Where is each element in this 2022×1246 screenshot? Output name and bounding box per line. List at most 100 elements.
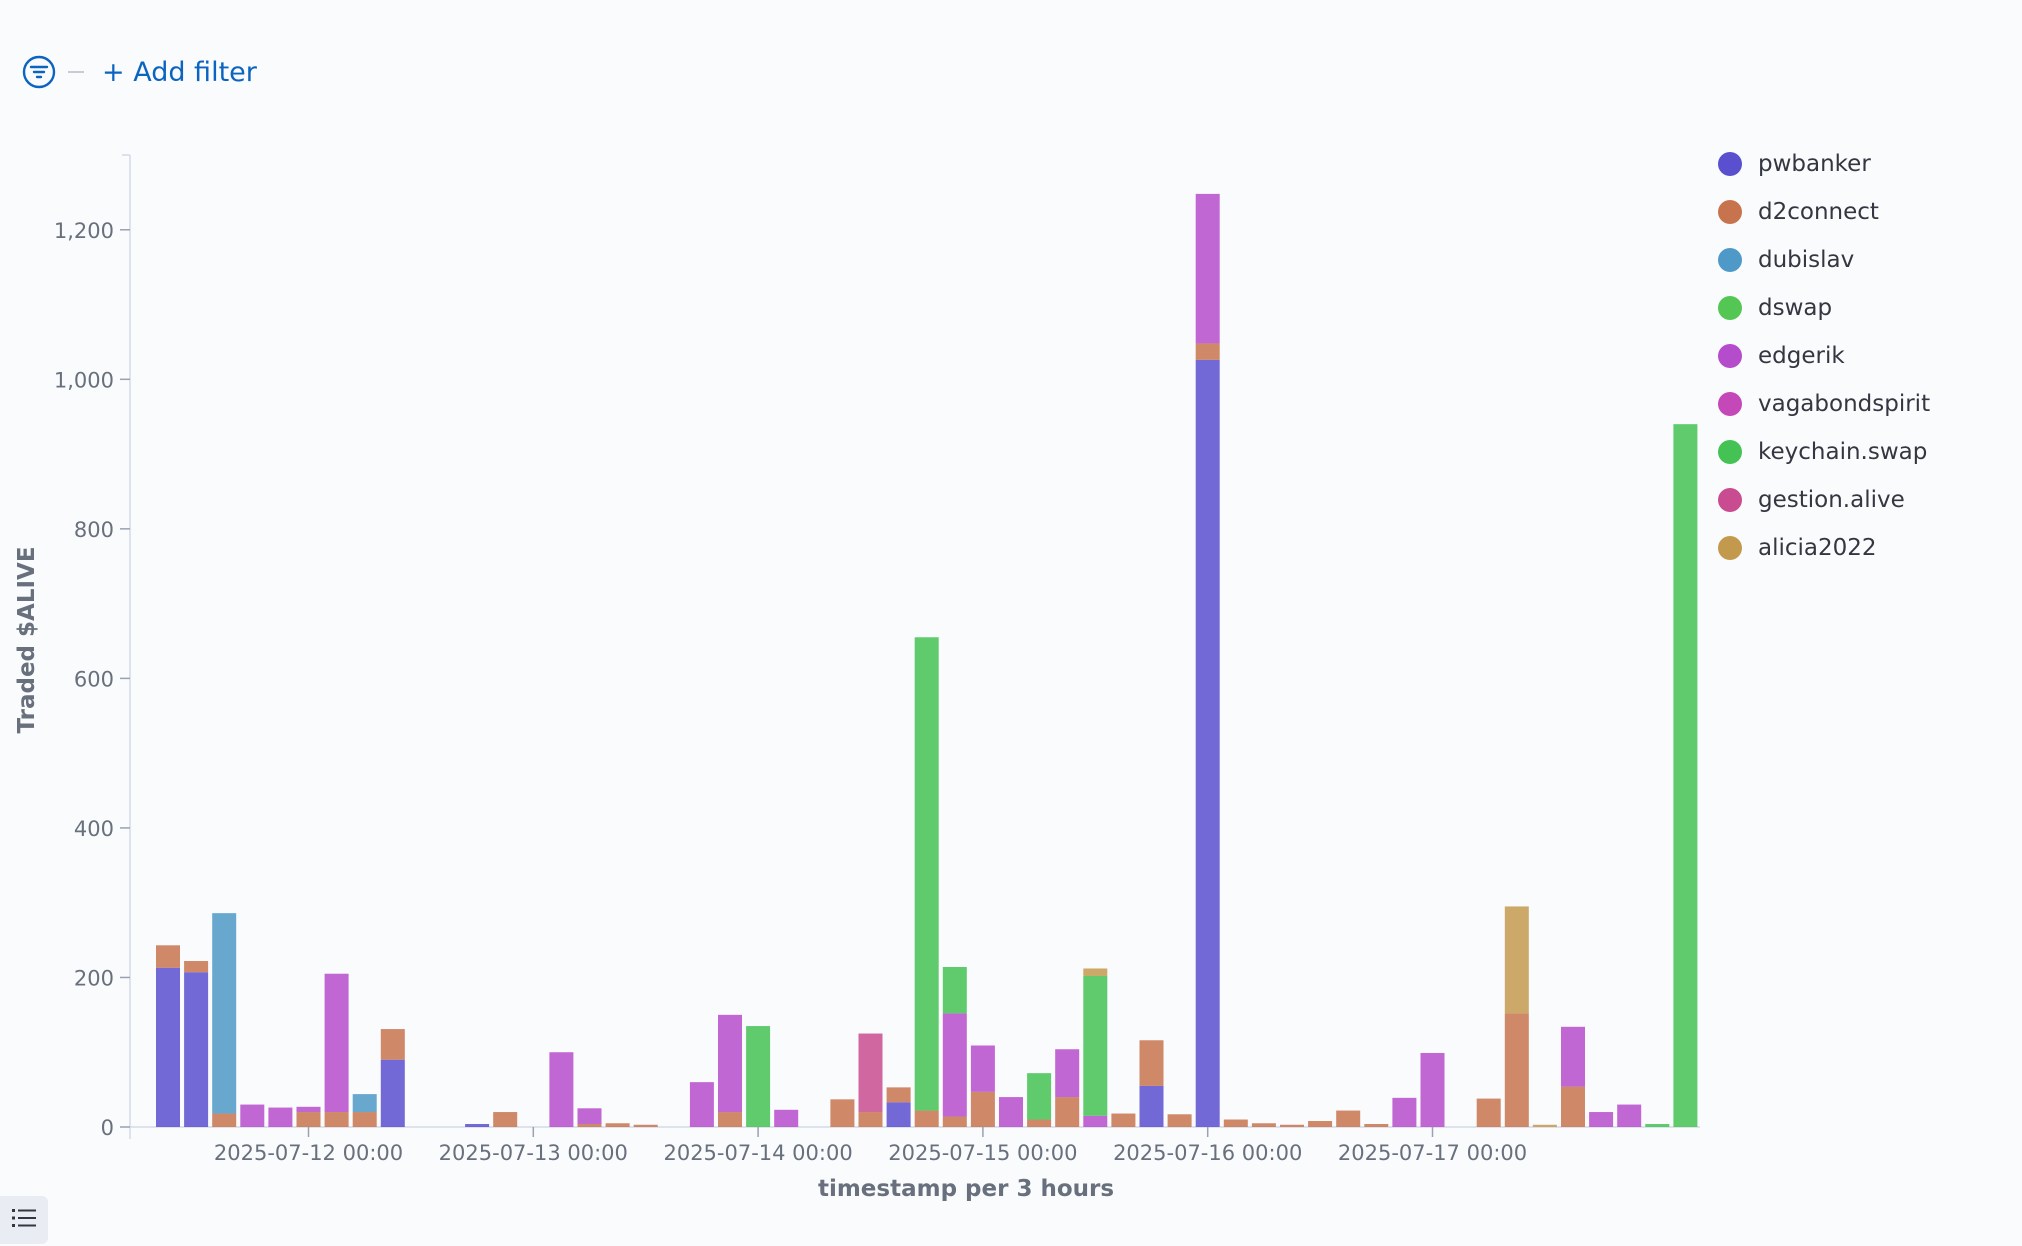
stacked-bar-chart: 0 200 400 600 800 1,000 1,200 2025-07-12 00:00 2… xyxy=(14,154,1700,1202)
x-tick-label: 2025-07-16 00:00 xyxy=(1113,1141,1302,1165)
bar-segment-pwbanker xyxy=(380,1059,405,1127)
bar-segment-d2connect xyxy=(718,1112,742,1127)
legend-item-edgerik[interactable]: edgerik xyxy=(1718,332,1930,380)
bar-segment-d2connect xyxy=(1504,1013,1529,1127)
bar-segment-d2connect xyxy=(352,1112,377,1127)
filter-icon[interactable] xyxy=(22,55,56,89)
bar-segment-d2connect xyxy=(830,1099,855,1127)
legend-swatch xyxy=(1718,152,1742,176)
bar-segment-edgerik xyxy=(689,1082,714,1127)
add-filter-button[interactable]: + Add filter xyxy=(102,56,257,88)
y-tick-label: 800 xyxy=(74,518,114,542)
legend-label: vagabondspirit xyxy=(1758,391,1931,417)
legend-item-keychain-swap[interactable]: keychain.swap xyxy=(1718,428,1930,476)
y-tick-label: 0 xyxy=(101,1116,114,1140)
bar-segment-edgerik xyxy=(718,1014,742,1113)
bar-segment-keychain-swap xyxy=(746,1026,771,1127)
bar-segment-pwbanker xyxy=(1139,1085,1164,1127)
bar-segment-edgerik xyxy=(774,1109,799,1127)
bar-segment-alicia2022 xyxy=(1532,1124,1557,1127)
legend-item-gestion-alive[interactable]: gestion.alive xyxy=(1718,476,1930,524)
bar-segment-edgerik xyxy=(577,1108,602,1125)
filter-bar: + Add filter xyxy=(22,52,257,92)
bar-segment-edgerik xyxy=(970,1045,995,1092)
bar-segment-alicia2022 xyxy=(1083,968,1108,976)
bar-segment-pwbanker xyxy=(465,1124,490,1127)
bar-segment-edgerik xyxy=(1083,1115,1108,1127)
y-tick-label: 1,000 xyxy=(54,368,114,392)
legend-item-dswap[interactable]: dswap xyxy=(1718,284,1930,332)
bar-segment-keychain-swap xyxy=(942,966,967,1014)
bar-segment-d2connect xyxy=(1027,1119,1052,1127)
bar-segment-keychain-swap xyxy=(1083,975,1108,1116)
bar-segment-pwbanker xyxy=(156,967,180,1127)
legend-toggle-button[interactable] xyxy=(0,1196,48,1244)
bar-segment-edgerik xyxy=(1392,1097,1417,1127)
bar-segment-d2connect xyxy=(1055,1097,1080,1127)
bar-segment-pwbanker xyxy=(184,972,209,1127)
legend-label: keychain.swap xyxy=(1758,439,1928,465)
legend-label: gestion.alive xyxy=(1758,487,1905,513)
bar-segment-dubislav xyxy=(352,1094,377,1113)
bar-segment-d2connect xyxy=(886,1087,911,1103)
bar-segment-d2connect xyxy=(1223,1119,1248,1127)
x-tick-label: 2025-07-13 00:00 xyxy=(439,1141,628,1165)
bar-segment-edgerik xyxy=(1420,1052,1445,1127)
bar-segment-d2connect xyxy=(942,1116,967,1127)
bar-segment-edgerik xyxy=(268,1107,293,1127)
y-tick-label: 1,200 xyxy=(54,219,114,243)
bar-segment-d2connect xyxy=(380,1029,405,1060)
bar-segment-d2connect xyxy=(1476,1098,1501,1127)
legend-label: alicia2022 xyxy=(1758,535,1877,561)
legend-item-pwbanker[interactable]: pwbanker xyxy=(1718,140,1930,188)
bar-segment-d2connect xyxy=(1364,1124,1389,1127)
bar-segment-d2connect xyxy=(1280,1124,1304,1127)
legend-label: dubislav xyxy=(1758,247,1855,273)
y-tick-label: 200 xyxy=(74,966,114,990)
bar-segment-edgerik xyxy=(1561,1026,1585,1087)
bar-segment-d2connect xyxy=(212,1113,237,1127)
bar-segment-edgerik xyxy=(1055,1049,1080,1098)
y-axis-title: Traded $ALIVE xyxy=(14,546,40,733)
bar-segment-d2connect xyxy=(633,1124,658,1127)
y-tick-label: 400 xyxy=(74,817,114,841)
bar-segment-edgerik xyxy=(942,1013,967,1117)
legend-item-dubislav[interactable]: dubislav xyxy=(1718,236,1930,284)
legend-item-alicia2022[interactable]: alicia2022 xyxy=(1718,524,1930,572)
bar-segment-d2connect xyxy=(914,1110,939,1127)
bar-segment-d2connect xyxy=(324,1112,349,1127)
bar-segment-edgerik xyxy=(1589,1112,1614,1127)
legend-swatch xyxy=(1718,344,1742,368)
bar-segment-pwbanker xyxy=(1195,359,1220,1128)
bar-segment-keychain-swap xyxy=(1673,424,1698,1128)
legend-item-vagabondspirit[interactable]: vagabondspirit xyxy=(1718,380,1930,428)
legend-label: pwbanker xyxy=(1758,151,1871,177)
bar-segment-keychain-swap xyxy=(1027,1073,1052,1120)
list-icon xyxy=(11,1207,37,1233)
x-tick-label: 2025-07-15 00:00 xyxy=(888,1141,1077,1165)
bar-segment-gestion-alive xyxy=(858,1033,883,1113)
bar-segment-d2connect xyxy=(184,961,209,973)
legend-label: dswap xyxy=(1758,295,1833,321)
bar-segment-edgerik xyxy=(1195,193,1220,344)
legend-item-d2connect[interactable]: d2connect xyxy=(1718,188,1930,236)
bar-segment-d2connect xyxy=(577,1124,602,1127)
bar-segment-d2connect xyxy=(605,1123,630,1127)
legend-label: d2connect xyxy=(1758,199,1879,225)
x-tick-label: 2025-07-12 00:00 xyxy=(214,1141,403,1165)
bar-segment-d2connect xyxy=(1139,1040,1164,1086)
y-tick-label: 600 xyxy=(74,667,114,691)
filter-separator xyxy=(68,71,84,73)
bar-segment-d2connect xyxy=(858,1112,883,1127)
legend-swatch xyxy=(1718,536,1742,560)
bar-segment-d2connect xyxy=(970,1091,995,1127)
legend-swatch xyxy=(1718,392,1742,416)
x-tick-label: 2025-07-17 00:00 xyxy=(1338,1141,1527,1165)
bar-segment-edgerik xyxy=(549,1052,574,1127)
bar-segment-d2connect xyxy=(493,1112,518,1127)
bar-segment-keychain-swap xyxy=(914,637,939,1111)
bar-segment-d2connect xyxy=(1561,1086,1585,1127)
bar-segment-d2connect xyxy=(1251,1123,1276,1127)
legend-label: edgerik xyxy=(1758,343,1845,369)
bar-segment-dubislav xyxy=(212,913,237,1114)
